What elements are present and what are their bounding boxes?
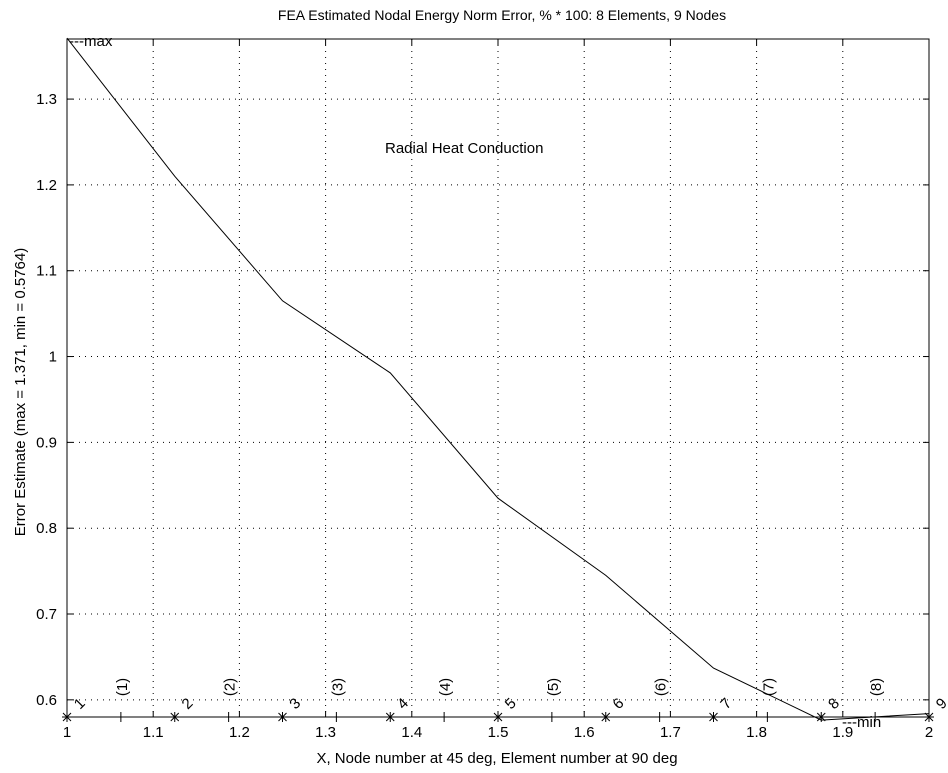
radial-heat-conduction-label: Radial Heat Conduction: [385, 140, 543, 157]
element-marker: (3): [329, 678, 346, 722]
element-number-label: (1): [114, 678, 131, 696]
y-tick-label: 0.6: [36, 692, 57, 709]
x-tick-label: 1.8: [746, 724, 767, 741]
series-group: [66, 37, 930, 721]
y-tick-label: 1: [49, 349, 57, 366]
element-number-label: (5): [545, 678, 562, 696]
element-number-label: (6): [653, 678, 670, 696]
error-estimate-line: [66, 37, 930, 721]
max-marker-label: ---max: [69, 33, 113, 50]
x-tick-label: 1.1: [143, 724, 164, 741]
x-tick-label: 1.5: [488, 724, 509, 741]
element-number-label: (8): [868, 678, 885, 696]
x-tick-label: 1.2: [229, 724, 250, 741]
x-tick-label: 1.6: [574, 724, 595, 741]
x-tick-label: 1.4: [401, 724, 422, 741]
grid-lines: [67, 39, 929, 717]
node-element-markers: 1 2 3 4 5 6 7 8 9(1) (2) (3) (4) (5) (6) (7) (8): [62, 678, 948, 722]
x-axis-label: X, Node number at 45 deg, Element number…: [316, 750, 677, 767]
tick-labels: 1 1.1 1.2 1.3 1.4 1.5 1.6 1.7 1.8 1.9 2 0.6 0.7 0.8 0.…: [36, 91, 933, 741]
y-tick-label: 1.2: [36, 177, 57, 194]
y-tick-label: 0.9: [36, 434, 57, 451]
x-tick-label: 1.7: [660, 724, 681, 741]
element-number-label: (2): [222, 678, 239, 696]
element-marker: (1): [114, 678, 131, 722]
element-marker: (8): [868, 678, 885, 722]
y-tick-label: 1.1: [36, 263, 57, 280]
y-tick-label: 0.8: [36, 520, 57, 537]
element-number-label: (3): [329, 678, 346, 696]
element-marker: (4): [437, 678, 454, 722]
x-tick-label: 2: [925, 724, 933, 741]
min-marker-label: ---min: [842, 714, 881, 731]
element-marker: (7): [760, 678, 777, 722]
x-tick-label: 1.3: [315, 724, 336, 741]
y-axis-label: Error Estimate (max = 1.371, min = 0.576…: [12, 248, 29, 536]
chart-title: FEA Estimated Nodal Energy Norm Error, %…: [278, 7, 726, 23]
x-tick-label: 1: [63, 724, 71, 741]
element-marker: (5): [545, 678, 562, 722]
element-marker: (2): [222, 678, 239, 722]
x-tick-label: 1.9: [832, 724, 853, 741]
element-marker: (6): [653, 678, 670, 722]
element-number-label: (7): [760, 678, 777, 696]
element-number-label: (4): [437, 678, 454, 696]
y-tick-label: 1.3: [36, 91, 57, 108]
y-tick-label: 0.7: [36, 606, 57, 623]
